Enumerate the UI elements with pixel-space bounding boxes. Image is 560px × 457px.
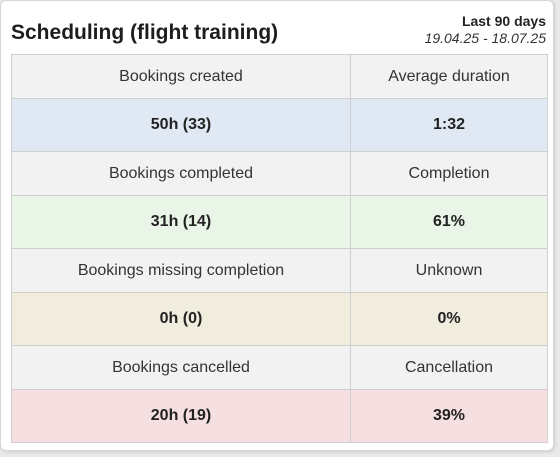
stat-label: Cancellation [350,345,548,390]
stat-label: Completion [350,151,548,196]
stat-value: 50h (33) [11,98,351,152]
stat-value: 61% [350,195,548,249]
stat-value: 31h (14) [11,195,351,249]
table-row: Bookings completed Completion [11,151,548,196]
table-row: 0h (0) 0% [11,292,548,346]
stat-label: Bookings created [11,54,351,99]
stat-value: 1:32 [350,98,548,152]
stat-label: Unknown [350,248,548,293]
table-row: Bookings created Average duration [11,54,548,99]
stat-value: 0h (0) [11,292,351,346]
stat-label: Bookings completed [11,151,351,196]
stat-value: 39% [350,389,548,443]
table-row: Bookings cancelled Cancellation [11,345,548,390]
period-label: Last 90 days [461,13,546,29]
scheduling-widget: Scheduling (flight training) Last 90 day… [0,0,554,451]
stat-label: Average duration [350,54,548,99]
stat-label: Bookings missing completion [11,248,351,293]
stat-value: 20h (19) [11,389,351,443]
stat-label: Bookings cancelled [11,345,351,390]
stats-table: Bookings created Average duration 50h (3… [11,54,548,443]
stat-value: 0% [350,292,548,346]
widget-title: Scheduling (flight training) [11,21,279,44]
period-info: Last 90 days 19.04.25 - 18.07.25 [425,13,546,47]
table-row: 20h (19) 39% [11,389,548,443]
table-row: Bookings missing completion Unknown [11,248,548,293]
table-row: 50h (33) 1:32 [11,98,548,152]
table-row: 31h (14) 61% [11,195,548,249]
period-range: 19.04.25 - 18.07.25 [424,30,546,46]
